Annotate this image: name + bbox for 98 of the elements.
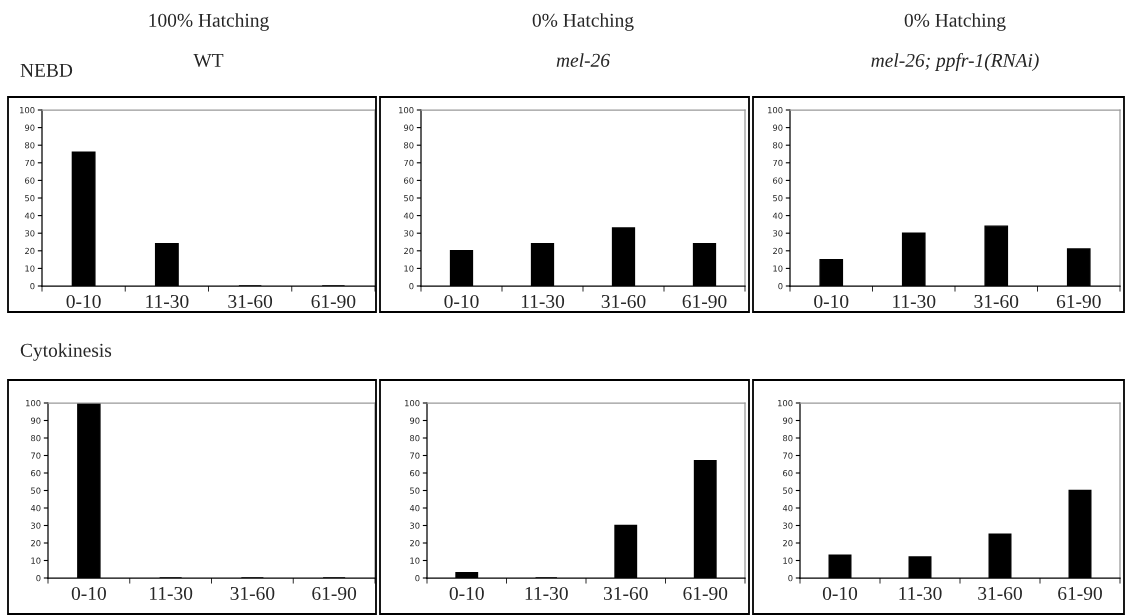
y-tick-label: 30 xyxy=(783,522,793,529)
y-tick-label: 30 xyxy=(410,522,420,529)
x-tick-label: 11-30 xyxy=(899,586,942,601)
y-tick-label: 70 xyxy=(410,452,420,459)
y-tick-label: 90 xyxy=(772,124,783,131)
y-tick-label: 10 xyxy=(31,557,41,564)
y-tick-label: 50 xyxy=(404,194,414,202)
y-tick-label: 10 xyxy=(410,557,420,564)
chart-title: 100% Hatching xyxy=(149,13,269,31)
y-tick-label: 40 xyxy=(772,212,783,219)
x-tick-label: 31-60 xyxy=(974,294,1019,309)
chart-title: 0% Hatching xyxy=(904,13,1006,31)
y-tick-label: 30 xyxy=(773,230,783,237)
x-tick-label: 11-30 xyxy=(521,294,565,309)
y-tick-label: 30 xyxy=(31,522,41,529)
x-tick-label: 0-10 xyxy=(66,294,101,309)
y-tick-label: 100 xyxy=(405,399,420,407)
y-tick-label: 0 xyxy=(36,574,41,582)
x-tick-label: 11-30 xyxy=(893,294,936,309)
y-tick-label: 90 xyxy=(782,417,793,424)
y-tick-label: 60 xyxy=(404,177,414,184)
y-tick-label: 70 xyxy=(31,452,41,459)
y-tick-label: 40 xyxy=(409,504,420,512)
y-tick-label: 60 xyxy=(783,469,793,477)
chart-subtitle: mel-26; ppfr-1(RNAi) xyxy=(871,53,1039,71)
x-tick-label: 11-30 xyxy=(146,294,189,309)
y-tick-label: 10 xyxy=(783,557,793,564)
y-tick-label: 20 xyxy=(404,247,414,255)
y-tick-label: 50 xyxy=(25,194,35,202)
x-tick-label: 11-30 xyxy=(150,586,193,601)
y-tick-label: 90 xyxy=(24,124,35,131)
y-tick-label: 20 xyxy=(25,247,35,255)
y-tick-label: 50 xyxy=(31,487,41,494)
y-tick-label: 60 xyxy=(773,177,783,184)
y-tick-label: 80 xyxy=(404,142,414,149)
y-tick-label: 10 xyxy=(25,265,35,272)
x-tick-label: 61-90 xyxy=(311,294,356,309)
chart-subtitle: mel-26 xyxy=(556,53,610,67)
y-tick-label: 0 xyxy=(30,282,35,290)
y-tick-label: 0 xyxy=(415,574,420,582)
y-tick-label: 0 xyxy=(778,282,783,290)
y-tick-label: 80 xyxy=(31,434,41,442)
text: NEBD xyxy=(20,63,73,77)
y-tick-label: 20 xyxy=(773,247,783,255)
x-tick-label: 61-90 xyxy=(312,586,357,601)
y-tick-label: 10 xyxy=(404,265,414,272)
y-tick-label: 90 xyxy=(30,417,41,424)
x-tick-label: 0-10 xyxy=(71,586,106,601)
y-tick-label: 0 xyxy=(409,282,414,290)
y-tick-label: 30 xyxy=(404,230,414,237)
x-tick-label: 31-60 xyxy=(978,586,1022,601)
y-tick-label: 50 xyxy=(773,194,783,202)
y-tick-label: 60 xyxy=(31,469,41,477)
y-tick-label: 100 xyxy=(768,106,783,114)
y-tick-label: 100 xyxy=(26,399,41,407)
y-tick-label: 40 xyxy=(30,504,41,512)
x-tick-label: 0-10 xyxy=(444,294,479,309)
x-tick-label: 0-10 xyxy=(449,586,484,601)
x-tick-label: 61-90 xyxy=(1058,586,1102,601)
x-tick-label: 31-60 xyxy=(601,294,646,309)
x-tick-label: 61-90 xyxy=(682,294,727,309)
y-tick-label: 40 xyxy=(782,504,793,512)
y-tick-label: 70 xyxy=(404,159,414,167)
y-tick-label: 80 xyxy=(783,434,793,442)
x-tick-label: 61-90 xyxy=(1056,294,1101,309)
y-tick-label: 40 xyxy=(24,212,35,219)
y-tick-label: 60 xyxy=(25,177,35,184)
y-tick-label: 30 xyxy=(25,230,35,237)
y-tick-label: 90 xyxy=(403,124,414,131)
x-tick-label: 0-10 xyxy=(814,294,849,309)
y-tick-label: 10 xyxy=(773,265,783,272)
text: Cytokinesis xyxy=(20,343,112,361)
y-tick-label: 90 xyxy=(409,417,420,424)
x-tick-label: 31-60 xyxy=(604,586,648,601)
y-tick-label: 50 xyxy=(783,487,793,494)
x-tick-label: 31-60 xyxy=(228,294,273,309)
chart-subtitle: WT xyxy=(193,53,224,67)
y-tick-label: 80 xyxy=(410,434,420,442)
y-tick-label: 80 xyxy=(773,142,783,149)
x-tick-label: 0-10 xyxy=(822,586,858,601)
y-tick-label: 0 xyxy=(788,574,793,582)
y-tick-label: 100 xyxy=(20,106,35,114)
y-tick-label: 60 xyxy=(410,469,420,477)
y-tick-label: 20 xyxy=(31,539,41,547)
y-tick-label: 40 xyxy=(403,212,414,219)
x-tick-label: 11-30 xyxy=(525,586,568,601)
x-tick-label: 61-90 xyxy=(683,586,728,601)
y-tick-label: 20 xyxy=(410,539,420,547)
y-tick-label: 20 xyxy=(783,539,793,547)
y-tick-label: 80 xyxy=(25,142,35,149)
y-tick-label: 70 xyxy=(783,452,793,459)
y-tick-label: 70 xyxy=(773,159,783,167)
y-tick-label: 100 xyxy=(399,106,414,114)
y-tick-label: 100 xyxy=(778,399,793,407)
y-tick-label: 70 xyxy=(25,159,35,167)
x-tick-label: 31-60 xyxy=(230,586,275,601)
chart-title: 0% Hatching xyxy=(532,13,634,31)
y-tick-label: 50 xyxy=(410,487,420,494)
